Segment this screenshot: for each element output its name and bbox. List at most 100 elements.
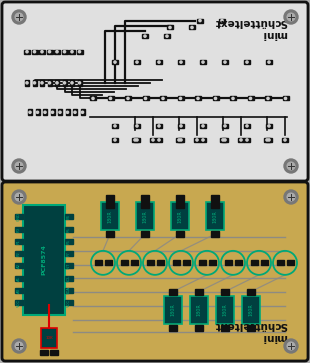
Circle shape bbox=[44, 111, 46, 113]
Circle shape bbox=[127, 97, 129, 99]
FancyBboxPatch shape bbox=[2, 182, 308, 361]
Bar bbox=[141, 202, 149, 208]
Circle shape bbox=[267, 97, 269, 99]
Circle shape bbox=[78, 50, 81, 53]
Text: 180R: 180R bbox=[108, 210, 113, 223]
Bar bbox=[104, 260, 112, 265]
Text: SCL: SCL bbox=[67, 274, 71, 282]
Circle shape bbox=[246, 61, 248, 63]
Bar bbox=[282, 138, 288, 142]
Bar bbox=[183, 260, 189, 265]
Bar bbox=[247, 97, 254, 101]
Bar bbox=[266, 138, 272, 142]
Circle shape bbox=[152, 139, 154, 141]
Circle shape bbox=[287, 13, 295, 21]
FancyBboxPatch shape bbox=[171, 202, 189, 230]
Text: 180R: 180R bbox=[197, 303, 202, 316]
Bar bbox=[65, 239, 73, 244]
Bar bbox=[230, 97, 236, 101]
Bar bbox=[132, 138, 138, 142]
Bar bbox=[65, 264, 73, 268]
Bar bbox=[90, 97, 96, 101]
Circle shape bbox=[66, 111, 69, 113]
Bar bbox=[160, 97, 166, 101]
Bar bbox=[51, 109, 55, 115]
Bar bbox=[73, 109, 77, 115]
Bar bbox=[212, 97, 219, 101]
Circle shape bbox=[240, 139, 242, 141]
Text: A1: A1 bbox=[17, 276, 21, 281]
Bar bbox=[95, 260, 101, 265]
Bar bbox=[247, 289, 255, 294]
Text: A2: A2 bbox=[17, 263, 21, 268]
Circle shape bbox=[136, 61, 138, 63]
FancyBboxPatch shape bbox=[2, 2, 308, 181]
Circle shape bbox=[191, 26, 193, 29]
Bar bbox=[33, 80, 37, 86]
Circle shape bbox=[224, 125, 226, 127]
Bar bbox=[172, 260, 179, 265]
Bar bbox=[200, 124, 206, 128]
Text: VCC: VCC bbox=[67, 298, 71, 307]
Circle shape bbox=[284, 10, 298, 24]
Text: P5: P5 bbox=[67, 227, 71, 232]
Circle shape bbox=[284, 339, 298, 353]
Bar bbox=[15, 300, 23, 305]
Bar bbox=[147, 260, 153, 265]
Bar bbox=[106, 195, 114, 201]
Circle shape bbox=[12, 10, 26, 24]
Bar bbox=[221, 289, 229, 294]
Bar bbox=[69, 50, 75, 54]
Text: VCC: VCC bbox=[17, 298, 21, 307]
Text: mini: mini bbox=[262, 332, 287, 342]
Bar bbox=[178, 97, 184, 101]
Bar bbox=[106, 231, 114, 237]
Bar bbox=[286, 260, 294, 265]
Bar bbox=[189, 25, 195, 29]
Circle shape bbox=[82, 111, 84, 113]
Bar bbox=[15, 227, 23, 232]
Text: 10K: 10K bbox=[45, 336, 53, 340]
Circle shape bbox=[284, 97, 287, 99]
Circle shape bbox=[12, 190, 26, 204]
Circle shape bbox=[56, 82, 58, 84]
Bar bbox=[61, 50, 68, 54]
Text: Schütteltext: Schütteltext bbox=[214, 17, 287, 27]
Bar bbox=[260, 260, 268, 265]
Bar bbox=[125, 97, 131, 101]
Circle shape bbox=[158, 125, 160, 127]
Bar bbox=[247, 325, 255, 331]
Bar bbox=[141, 195, 149, 201]
Circle shape bbox=[48, 50, 51, 53]
Bar bbox=[112, 138, 118, 142]
Text: PCF8574: PCF8574 bbox=[42, 244, 46, 275]
Bar bbox=[24, 50, 30, 54]
Bar bbox=[264, 138, 270, 142]
FancyBboxPatch shape bbox=[216, 295, 234, 323]
Circle shape bbox=[15, 162, 23, 170]
Text: INT: INT bbox=[67, 263, 71, 269]
Circle shape bbox=[202, 139, 204, 141]
Circle shape bbox=[41, 50, 43, 53]
Circle shape bbox=[92, 97, 94, 99]
Text: Schütteltext: Schütteltext bbox=[214, 320, 287, 330]
Text: 180R: 180R bbox=[143, 210, 148, 223]
Circle shape bbox=[222, 139, 224, 141]
Circle shape bbox=[136, 125, 138, 127]
FancyBboxPatch shape bbox=[23, 205, 65, 315]
Circle shape bbox=[41, 82, 43, 84]
Bar bbox=[222, 60, 228, 64]
Circle shape bbox=[268, 139, 270, 141]
Bar bbox=[112, 124, 118, 128]
Bar bbox=[15, 288, 23, 293]
Text: 180R: 180R bbox=[249, 303, 254, 316]
Bar bbox=[200, 60, 206, 64]
Circle shape bbox=[33, 82, 36, 84]
Circle shape bbox=[202, 125, 204, 127]
Bar bbox=[63, 80, 67, 86]
Circle shape bbox=[71, 50, 73, 53]
Bar bbox=[121, 260, 127, 265]
Bar bbox=[143, 97, 148, 101]
Bar bbox=[156, 124, 162, 128]
Circle shape bbox=[158, 139, 160, 141]
